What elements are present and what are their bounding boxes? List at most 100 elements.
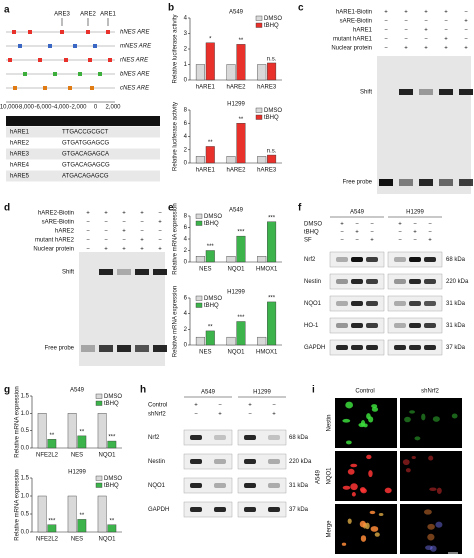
cell (345, 440, 352, 445)
are-marker: ARE1 (100, 12, 116, 18)
band (366, 257, 378, 262)
shift-band (399, 89, 413, 95)
protein-label: GAPDH (148, 507, 169, 513)
band (366, 279, 378, 284)
band (366, 345, 378, 350)
are-site (13, 86, 17, 90)
y-axis-label: Relative mRNA expression (15, 386, 21, 457)
are-site (93, 44, 97, 48)
condition-label: sARE-Biotin (340, 19, 372, 25)
cell (341, 542, 347, 546)
cell (427, 523, 435, 530)
y-axis-label: Relative luciferase activity (173, 102, 179, 171)
bar (107, 524, 117, 533)
y-tick-label: 0.0 (21, 530, 30, 536)
free-band (117, 345, 131, 352)
y-tick-label: 1.0 (21, 494, 30, 500)
band (409, 257, 421, 262)
y-tick-label: 6 (184, 121, 188, 127)
condition-label: hARE1 (353, 28, 373, 34)
x-tick-label: NFE2L2 (36, 453, 59, 459)
species-label: bNES ARE (120, 72, 150, 78)
micrograph (335, 398, 397, 448)
panel-label: d (4, 203, 10, 214)
condition-sign: + (272, 412, 276, 418)
condition-sign: − (140, 229, 144, 235)
bar (97, 413, 107, 449)
condition-sign: − (464, 28, 468, 34)
cell (451, 413, 458, 419)
map-axis-label: -2,000 (69, 105, 87, 111)
free-band (135, 345, 149, 352)
panel-label: h (140, 385, 146, 396)
x-tick-label: HMOX1 (256, 267, 278, 273)
significance: *** (268, 295, 276, 301)
condition-sign: + (464, 46, 468, 52)
table-cell: hARE4 (10, 163, 30, 169)
y-tick-label: 4 (184, 237, 188, 243)
y-tick-label: 4 (184, 311, 188, 317)
band (351, 279, 363, 284)
group-label: A549 (350, 210, 365, 216)
bar (67, 495, 77, 533)
condition-sign: − (355, 222, 359, 228)
condition-label: hARE2-Biotin (38, 211, 74, 217)
band (409, 345, 421, 350)
x-tick-label: NQO1 (227, 267, 245, 273)
table-row (6, 170, 160, 182)
condition-sign: − (424, 19, 428, 25)
condition-sign: − (86, 238, 90, 244)
x-tick-label: NQO1 (227, 350, 245, 356)
band (409, 323, 421, 328)
y-tick-label: 0.5 (21, 428, 30, 434)
species-label: hNES ARE (120, 30, 150, 36)
table-cell: GTGACAGAGCG (62, 163, 110, 169)
cell (436, 487, 442, 494)
condition-sign: − (122, 238, 126, 244)
bar (236, 123, 246, 164)
condition-sign: − (424, 37, 428, 43)
cell (432, 416, 440, 422)
y-tick-label: 2 (184, 47, 188, 53)
cell (374, 532, 380, 537)
bar (205, 42, 215, 81)
species-label: rNES ARE (120, 58, 149, 64)
bar (226, 336, 236, 346)
are-site (48, 44, 52, 48)
condition-sign: + (424, 28, 428, 34)
cell (435, 521, 443, 528)
are-marker: ARE2 (80, 12, 96, 18)
condition-sign: + (398, 222, 402, 228)
condition-sign: − (398, 230, 402, 236)
condition-sign: − (384, 37, 388, 43)
condition-label: SF (304, 238, 312, 244)
legend-label: DMSO (204, 296, 222, 302)
significance: *** (108, 435, 116, 441)
condition-sign: − (218, 403, 222, 409)
blot (237, 477, 287, 494)
cell (425, 545, 433, 551)
protein-label: Nrf2 (148, 435, 160, 441)
condition-sign: − (86, 247, 90, 253)
condition-label: tBHQ (304, 230, 319, 236)
condition-sign: + (140, 211, 144, 217)
legend-label: DMSO (264, 108, 282, 114)
condition-sign: − (104, 238, 108, 244)
cell (428, 455, 434, 461)
cell (414, 436, 421, 441)
legend-swatch (195, 295, 203, 301)
protein-label: NQO1 (304, 301, 322, 307)
condition-label: Control (148, 403, 167, 409)
legend-label: tBHQ (204, 221, 219, 227)
condition-sign: − (384, 46, 388, 52)
band (214, 507, 226, 512)
condition-sign: + (104, 247, 108, 253)
bar (267, 301, 277, 346)
protein-label: GAPDH (304, 345, 325, 351)
band (424, 257, 436, 262)
are-site (90, 86, 94, 90)
legend-label: DMSO (264, 16, 282, 22)
are-site (8, 58, 12, 62)
condition-label: sARE-Biotin (42, 220, 74, 226)
